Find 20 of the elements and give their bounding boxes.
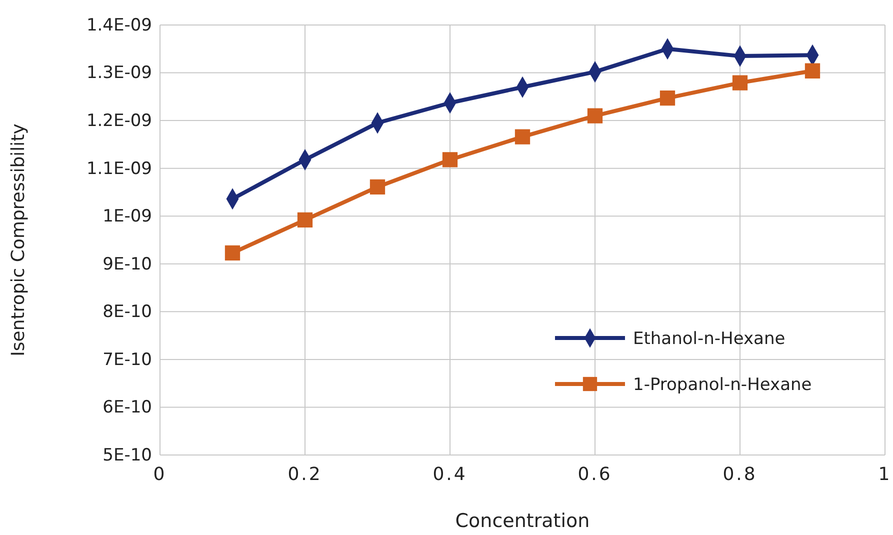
x-tick-label: 0.2 [288, 464, 322, 485]
legend-label: 1-Propanol-n-Hexane [633, 375, 812, 395]
legend-label: Ethanol-n-Hexane [633, 329, 786, 349]
y-tick-label: 1.2E-09 [86, 110, 152, 131]
y-tick-label: 1E-09 [102, 206, 152, 227]
y-tick-label: 1.4E-09 [86, 15, 152, 36]
y-tick-label: 9E-10 [102, 254, 152, 274]
x-tick-label: 0 [153, 464, 167, 485]
y-tick-label: 7E-10 [102, 350, 152, 370]
x-axis-title: Concentration [455, 510, 590, 532]
x-tick-label: 0.4 [432, 464, 468, 485]
y-tick-label: 8E-10 [102, 302, 152, 322]
x-tick-label: 0.8 [722, 464, 758, 485]
x-tick-label: 1 [878, 464, 892, 485]
y-axis-title: Isentropic Compressibility [8, 123, 29, 356]
y-tick-label: 1.1E-09 [86, 158, 152, 179]
y-tick-label: 1.3E-09 [86, 63, 152, 84]
x-tick-label: 0.6 [578, 464, 612, 485]
y-tick-label: 6E-10 [102, 398, 152, 418]
y-tick-label: 5E-10 [102, 445, 152, 466]
